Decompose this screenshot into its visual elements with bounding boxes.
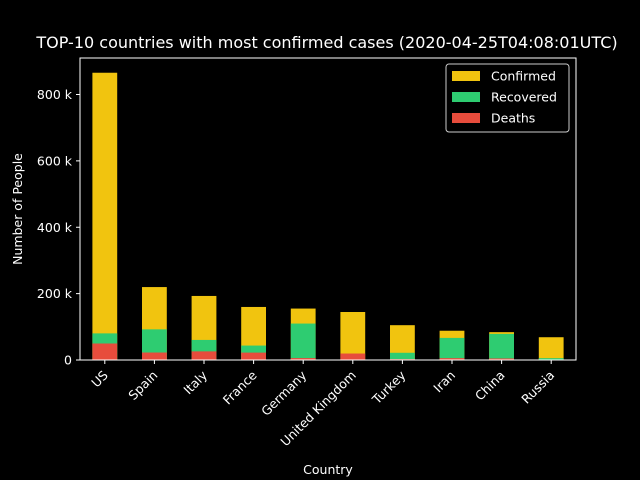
legend-swatch-deaths	[452, 113, 480, 123]
bars-group	[92, 72, 564, 360]
bar-deaths-france	[241, 352, 266, 360]
y-tick-label: 800 k	[37, 87, 73, 102]
bar-deaths-us	[92, 343, 118, 360]
x-axis-label: Country	[303, 462, 353, 477]
legend-label-deaths: Deaths	[491, 111, 535, 126]
y-axis-label: Number of People	[10, 153, 25, 265]
bar-deaths-germany	[290, 358, 316, 360]
chart-title: TOP-10 countries with most confirmed cas…	[35, 33, 617, 52]
y-axis: 0 200 k 400 k 600 k 800 k	[37, 87, 80, 368]
bar-recovered-turkey	[390, 352, 415, 360]
bar-deaths-spain	[142, 352, 167, 360]
bar-deaths-iran	[439, 358, 465, 360]
y-tick-label: 200 k	[37, 286, 73, 301]
bar-deaths-italy	[191, 351, 217, 360]
legend: Confirmed Recovered Deaths	[445, 63, 570, 133]
legend-swatch-recovered	[452, 92, 480, 102]
y-tick-label: 400 k	[37, 220, 73, 235]
bar-confirmed-us	[92, 72, 118, 360]
bar-recovered-iran	[439, 337, 465, 360]
y-tick-label: 0	[64, 353, 72, 368]
legend-label-confirmed: Confirmed	[491, 69, 556, 84]
bar-recovered-germany	[290, 323, 316, 360]
bar-confirmed-russia	[538, 337, 564, 360]
legend-swatch-confirmed	[452, 71, 480, 81]
bar-recovered-russia	[538, 358, 564, 360]
bar-deaths-china	[489, 358, 514, 360]
bar-recovered-china	[489, 333, 514, 360]
y-tick-label: 600 k	[37, 153, 73, 168]
bar-deaths-united-kingdom	[340, 353, 366, 360]
bar-confirmed-united-kingdom	[340, 311, 366, 360]
legend-label-recovered: Recovered	[491, 90, 557, 105]
plot-frame	[79, 57, 577, 361]
